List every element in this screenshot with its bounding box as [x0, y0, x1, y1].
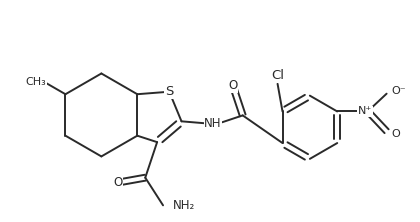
Text: O: O	[228, 79, 237, 92]
Text: NH₂: NH₂	[173, 199, 195, 212]
Text: Cl: Cl	[271, 69, 284, 82]
Text: N⁺: N⁺	[358, 107, 372, 117]
Text: CH₃: CH₃	[26, 77, 46, 87]
Text: O: O	[113, 176, 122, 189]
Text: O⁻: O⁻	[391, 86, 406, 96]
Text: O: O	[391, 129, 400, 139]
Text: NH: NH	[205, 117, 222, 130]
Text: S: S	[165, 85, 173, 98]
